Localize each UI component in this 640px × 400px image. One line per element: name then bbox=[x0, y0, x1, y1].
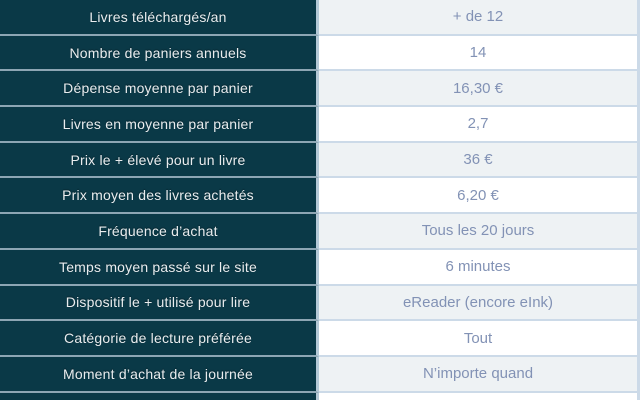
stat-value-cell: Tout bbox=[319, 321, 640, 357]
stat-value-cell: 6,20 € bbox=[319, 178, 640, 215]
stat-label-cell: Fréquence d’achat bbox=[0, 214, 319, 250]
stat-label-cell: Dispositif le + utilisé pour lire bbox=[0, 285, 319, 322]
stat-label-cell: Dépense moyenne par panier bbox=[0, 71, 319, 108]
table-row: Nombre de paniers annuels 14 bbox=[0, 35, 640, 72]
stat-label-cell: Catégorie de lecture préférée bbox=[0, 321, 319, 357]
stat-label-cell: Temps moyen passé sur le site bbox=[0, 249, 319, 286]
stat-label-cell: Moment d’achat de la journée bbox=[0, 356, 319, 393]
stat-value-cell: eReader (encore eInk) bbox=[319, 285, 640, 322]
stat-value-cell: 14 bbox=[319, 35, 640, 72]
stat-label-cell: Livres téléchargés/an bbox=[0, 0, 319, 36]
stat-value-cell: 36 € bbox=[319, 142, 640, 179]
table-row: Livres en moyenne par panier 2,7 bbox=[0, 107, 640, 143]
stat-label-cell: Nombre de paniers annuels bbox=[0, 35, 319, 72]
table-row: Moment d’achat de la journée N’importe q… bbox=[0, 356, 640, 393]
stat-label-cell: Livres en moyenne par panier bbox=[0, 107, 319, 143]
stat-value-cell: Tous les 20 jours bbox=[319, 214, 640, 250]
stat-value-cell: + de 12 bbox=[319, 0, 640, 36]
stat-value-cell: 16,30 € bbox=[319, 71, 640, 108]
table-row: Prix le + élevé pour un livre 36 € bbox=[0, 142, 640, 179]
table-row: Fréquence d’achat Tous les 20 jours bbox=[0, 214, 640, 250]
table-row: Catégorie de lecture préférée Tout bbox=[0, 321, 640, 357]
table-row: Livres téléchargés/an + de 12 bbox=[0, 0, 640, 36]
stat-label-cell: Prix moyen des livres achetés bbox=[0, 178, 319, 215]
stat-value-cell: N’importe quand bbox=[319, 356, 640, 393]
table-row: Temps moyen passé sur le site 6 minutes bbox=[0, 249, 640, 286]
stat-value-cell bbox=[319, 392, 640, 400]
stat-value-cell: 2,7 bbox=[319, 107, 640, 143]
stat-label-cell: Prix le + élevé pour un livre bbox=[0, 142, 319, 179]
table-row: Dispositif le + utilisé pour lire eReade… bbox=[0, 285, 640, 322]
stat-value-cell: 6 minutes bbox=[319, 249, 640, 286]
table-row-partial bbox=[0, 392, 640, 400]
table-row: Dépense moyenne par panier 16,30 € bbox=[0, 71, 640, 108]
stat-label-cell bbox=[0, 392, 319, 400]
table-row: Prix moyen des livres achetés 6,20 € bbox=[0, 178, 640, 215]
